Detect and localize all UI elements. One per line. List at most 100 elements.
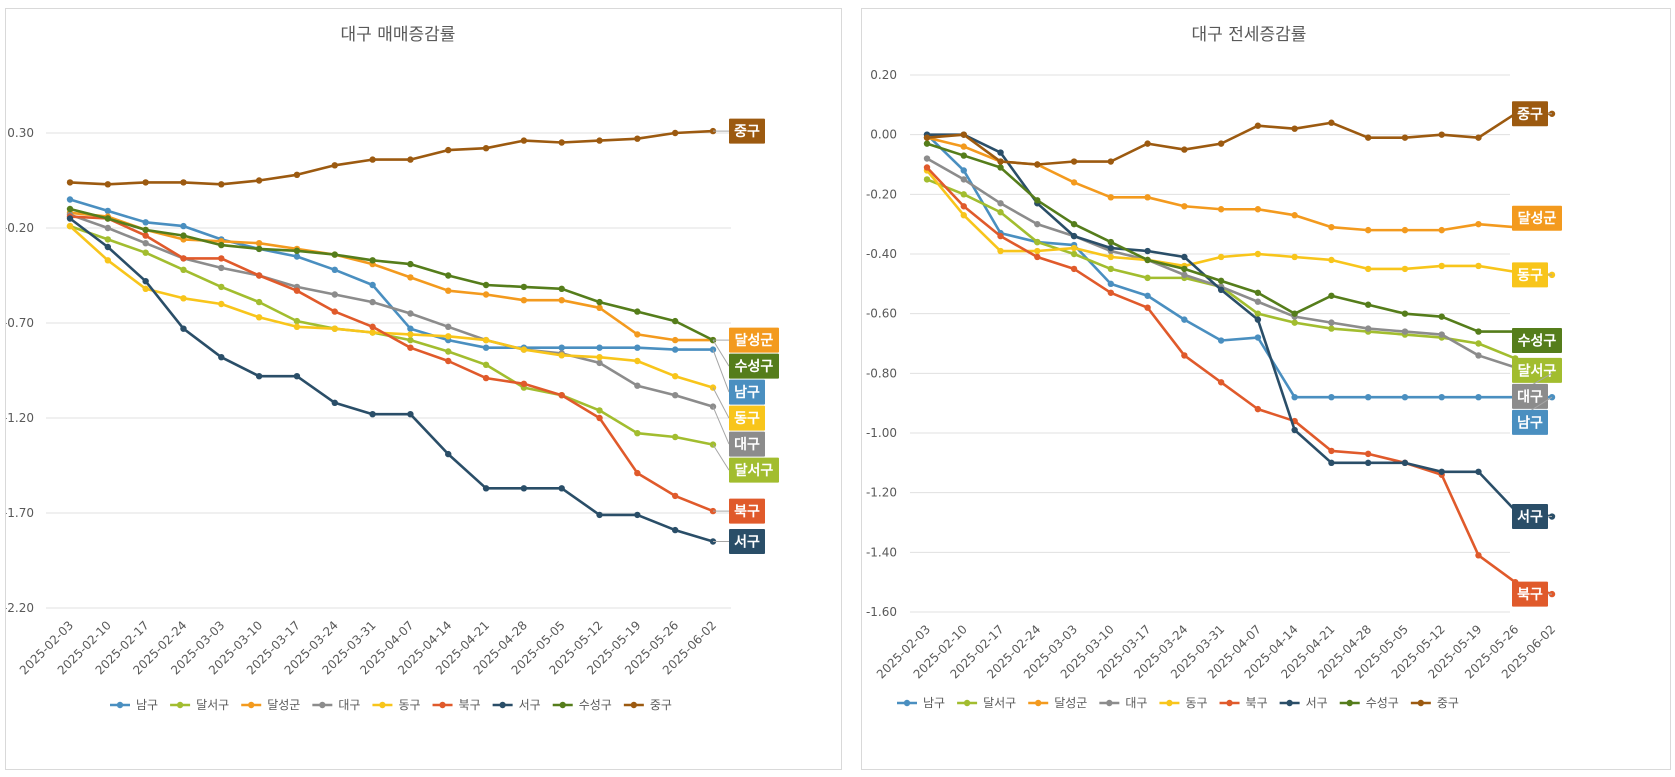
y-tick-label: -0.80 — [866, 366, 897, 380]
legend-marker — [630, 701, 638, 709]
legend-marker — [439, 701, 446, 709]
data-point — [1364, 226, 1372, 234]
data-point — [1475, 262, 1482, 270]
data-point — [596, 359, 603, 367]
legend-marker — [176, 701, 184, 709]
end-label-북구: 북구 — [1517, 587, 1543, 603]
data-point — [218, 181, 225, 188]
data-point — [1254, 405, 1262, 413]
data-point — [142, 240, 149, 247]
chart-title: 대구 전세증감률 — [1192, 25, 1307, 45]
data-point — [634, 511, 641, 519]
data-point — [558, 392, 565, 399]
data-point — [66, 222, 74, 230]
data-point — [1475, 552, 1482, 559]
data-point — [1217, 206, 1225, 213]
data-point — [1107, 253, 1115, 261]
data-point — [1034, 253, 1041, 261]
data-point — [1328, 459, 1335, 467]
data-point — [142, 249, 149, 256]
end-label-중구: 중구 — [1517, 107, 1543, 123]
data-point — [997, 164, 1004, 171]
data-point — [255, 177, 263, 184]
legend-marker — [1106, 699, 1113, 707]
data-point — [255, 298, 263, 306]
legend-item-동구: 동구 — [398, 698, 420, 712]
legend-marker — [379, 701, 386, 709]
legend-item-달성군: 달성군 — [267, 698, 300, 712]
data-point — [331, 308, 338, 315]
legend-item-서구: 서구 — [1306, 696, 1328, 710]
data-point — [1144, 140, 1151, 147]
data-point — [1217, 277, 1225, 285]
data-point — [520, 485, 528, 492]
y-tick-label: 0.00 — [870, 128, 897, 142]
data-point — [596, 344, 603, 351]
data-point — [997, 209, 1004, 216]
data-point — [1291, 319, 1298, 326]
jeonse-change-line-chart: 대구 전세증감률 0.20 0.00 -0.20 -0.40 -0.60 -0.80 -1.0… — [866, 25, 1562, 710]
data-point — [960, 191, 967, 198]
data-point — [1475, 468, 1482, 475]
y-tick-label: -0.20 — [866, 187, 897, 201]
data-point — [596, 414, 603, 422]
data-point — [960, 152, 967, 159]
end-label-box — [729, 405, 765, 431]
end-label-box — [729, 327, 779, 353]
data-point — [923, 134, 931, 141]
data-point — [1070, 232, 1078, 240]
legend-marker — [559, 701, 566, 709]
chart-title: 대구 매매증감률 — [341, 25, 456, 45]
y-tick-label: 0.20 — [870, 68, 897, 82]
data-point — [1291, 394, 1298, 401]
y-tick-label: 0.30 — [7, 126, 34, 140]
data-point — [369, 156, 376, 163]
data-point — [520, 283, 528, 291]
data-point — [445, 272, 452, 279]
end-label-서구: 서구 — [1517, 510, 1543, 526]
data-point — [1401, 394, 1409, 401]
end-label-달성군: 달성군 — [735, 333, 774, 349]
data-point — [1107, 238, 1115, 246]
data-point — [1144, 292, 1151, 299]
data-point — [369, 323, 376, 330]
data-point — [104, 215, 112, 222]
data-point — [1254, 122, 1262, 129]
data-point — [1144, 247, 1151, 255]
data-point — [558, 352, 565, 359]
data-point — [997, 158, 1004, 165]
legend-item-남구: 남구 — [923, 696, 945, 710]
data-point — [180, 266, 187, 273]
y-tick-label: -0.70 — [6, 316, 34, 330]
legend-marker — [1346, 699, 1353, 707]
data-point — [293, 247, 301, 254]
series-line-달서구 — [69, 224, 714, 446]
data-point — [331, 325, 338, 332]
data-point — [1144, 256, 1151, 264]
data-point — [997, 232, 1004, 240]
data-point — [445, 323, 452, 330]
data-point — [1401, 310, 1409, 317]
data-point — [520, 346, 528, 353]
data-point — [445, 287, 452, 294]
data-point — [1181, 316, 1188, 323]
data-point — [634, 382, 641, 389]
data-point — [1438, 394, 1445, 401]
data-point — [671, 129, 679, 137]
data-point — [482, 281, 490, 289]
data-point — [104, 257, 112, 264]
legend-marker — [1226, 699, 1233, 707]
data-point — [331, 162, 338, 169]
data-point — [1107, 280, 1115, 288]
data-point — [1475, 352, 1482, 359]
data-point — [1070, 250, 1078, 258]
data-point — [1475, 394, 1482, 401]
data-point — [1328, 319, 1335, 326]
legend-marker — [963, 699, 971, 707]
legend-item-북구: 북구 — [459, 698, 481, 712]
data-point — [1181, 265, 1188, 273]
leader-line — [712, 406, 730, 445]
data-point — [1217, 253, 1225, 261]
data-point — [1438, 131, 1445, 138]
leader-line — [712, 349, 730, 393]
